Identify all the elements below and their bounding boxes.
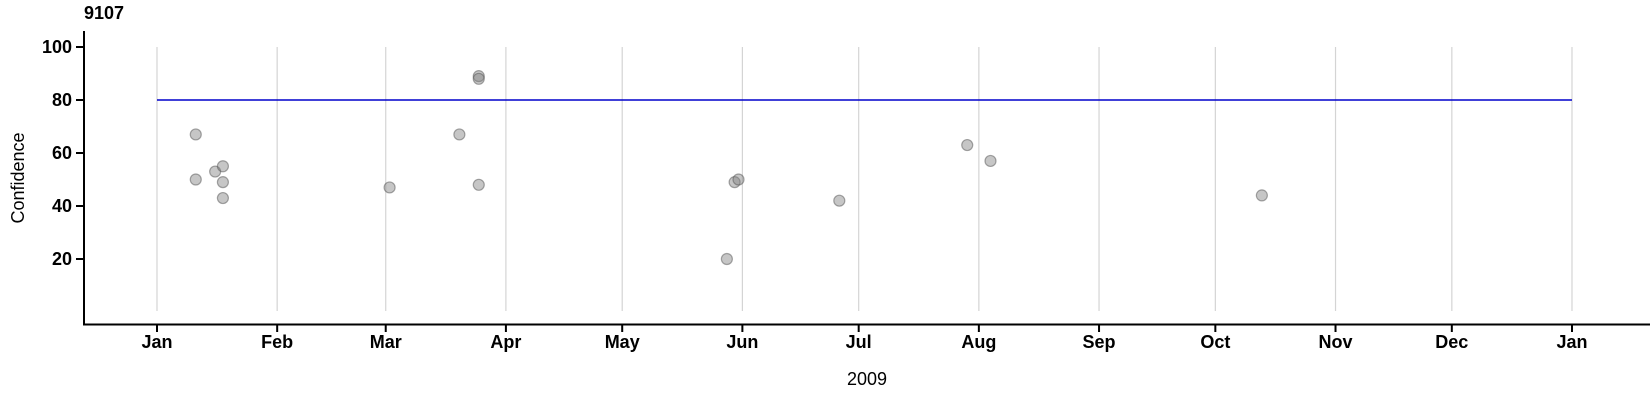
scatter-point [833, 194, 846, 207]
scatter-point [984, 154, 997, 168]
x-axis-title: 2009 [846, 369, 888, 389]
scatter-point [1255, 189, 1268, 202]
x-tick-label-sep-8: Sep [1082, 332, 1116, 352]
y-axis-title: Confidence [8, 132, 28, 224]
x-tick-label-oct-9: Oct [1200, 332, 1231, 352]
x-tick-label-jun-5: Jun [726, 332, 759, 352]
x-tick-label-jan-12: Jan [1556, 332, 1588, 352]
y-tick-label-80: 80 [51, 90, 72, 110]
y-tick-label-40: 40 [51, 196, 72, 216]
scatter-point [383, 181, 396, 194]
scatter-point [216, 191, 230, 205]
x-tick-label-jan-0: Jan [141, 332, 173, 352]
y-tick-label-60: 60 [51, 143, 72, 163]
scatter-point [961, 138, 974, 152]
x-tick-label-apr-3: Apr [490, 332, 522, 352]
y-tick-label-100: 100 [41, 37, 72, 57]
x-tick-label-dec-11: Dec [1435, 332, 1469, 352]
scatter-point [472, 72, 485, 85]
scatter-point [216, 176, 230, 189]
scatter-point [732, 173, 745, 186]
x-tick-label-aug-7: Aug [961, 332, 997, 352]
scatter-point [189, 173, 202, 186]
scatter-point [453, 128, 466, 141]
y-tick-label-20: 20 [51, 249, 72, 269]
x-tick-label-may-4: May [604, 332, 640, 352]
x-tick-label-feb-1: Feb [261, 332, 294, 352]
x-tick-label-mar-2: Mar [369, 332, 402, 352]
scatter-point [189, 128, 202, 141]
x-tick-label-jul-6: Jul [845, 332, 872, 352]
scatter-point [472, 178, 485, 191]
scatter-point [216, 160, 230, 173]
x-tick-label-nov-10: Nov [1318, 332, 1353, 352]
figure-title: 9107 [84, 3, 125, 23]
scatter-point [720, 252, 733, 266]
